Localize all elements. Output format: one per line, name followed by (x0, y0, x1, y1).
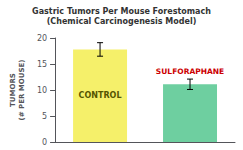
svg-text:SULFORAPHANE: SULFORAPHANE (156, 67, 224, 76)
svg-text:10: 10 (37, 86, 47, 95)
svg-text:CONTROL: CONTROL (79, 91, 122, 100)
svg-text:5: 5 (42, 112, 47, 121)
svg-text:(Chemical Carcinogenesis Model: (Chemical Carcinogenesis Model) (47, 17, 197, 26)
svg-text:0: 0 (42, 138, 47, 147)
svg-text:15: 15 (37, 60, 47, 69)
svg-text:(# PER MOUSE): (# PER MOUSE) (18, 60, 26, 121)
svg-text:20: 20 (37, 34, 47, 43)
svg-text:Gastric Tumors Per Mouse Fores: Gastric Tumors Per Mouse Forestomach (32, 7, 211, 16)
svg-text:TUMORS: TUMORS (9, 73, 17, 107)
